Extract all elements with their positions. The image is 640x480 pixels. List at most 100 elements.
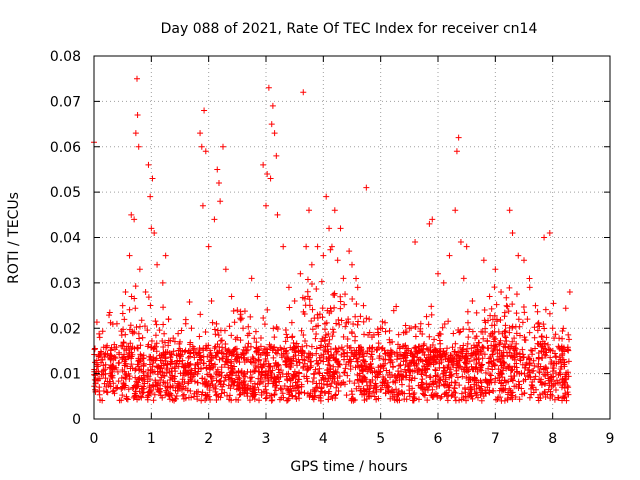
data-point: [265, 380, 272, 387]
data-point: [370, 331, 377, 338]
data-point: [283, 331, 290, 338]
data-point: [440, 347, 447, 354]
data-point: [427, 374, 434, 381]
data-point: [475, 351, 482, 358]
data-point: [560, 393, 567, 400]
data-point: [199, 375, 206, 382]
data-point: [484, 337, 491, 344]
data-point: [262, 383, 269, 390]
data-point: [294, 384, 301, 391]
data-point: [215, 332, 222, 339]
data-point: [337, 225, 344, 232]
data-point: [154, 261, 161, 268]
data-point: [478, 397, 485, 404]
data-point: [351, 380, 358, 387]
data-point: [346, 248, 353, 255]
data-point: [218, 369, 225, 376]
data-point: [282, 338, 289, 345]
data-point: [230, 379, 237, 386]
data-point: [177, 353, 184, 360]
data-point: [264, 170, 271, 177]
data-point: [472, 350, 479, 357]
data-point: [182, 316, 189, 323]
data-point: [432, 366, 439, 373]
data-point: [451, 348, 458, 355]
data-point: [108, 355, 115, 362]
data-point: [541, 365, 548, 372]
data-point: [237, 391, 244, 398]
data-point: [148, 225, 155, 232]
data-point: [151, 391, 158, 398]
data-point: [312, 387, 319, 394]
data-point: [198, 143, 205, 150]
data-point: [472, 335, 479, 342]
data-point: [255, 368, 262, 375]
data-point: [366, 316, 373, 323]
data-point: [552, 331, 559, 338]
data-point: [157, 385, 164, 392]
data-point: [297, 270, 304, 277]
data-point: [289, 357, 296, 364]
data-point: [428, 311, 435, 318]
data-point: [540, 371, 547, 378]
data-point: [253, 344, 260, 351]
data-point: [513, 360, 520, 367]
x-axis-label: GPS time / hours: [290, 459, 407, 475]
data-point: [515, 384, 522, 391]
data-point: [210, 363, 217, 370]
data-point: [464, 319, 471, 326]
data-point: [262, 395, 269, 402]
data-point: [262, 357, 269, 364]
data-point: [474, 368, 481, 375]
data-point: [283, 373, 290, 380]
data-point: [147, 193, 154, 200]
data-point: [348, 358, 355, 365]
data-point: [426, 220, 433, 227]
data-point: [272, 379, 279, 386]
data-point: [248, 374, 255, 381]
data-point: [151, 368, 158, 375]
data-point: [122, 371, 129, 378]
data-point: [152, 332, 159, 339]
data-point: [419, 346, 426, 353]
data-point: [432, 390, 439, 397]
data-point: [509, 301, 516, 308]
data-point: [107, 319, 114, 326]
data-point: [547, 376, 554, 383]
data-point: [518, 370, 525, 377]
data-point: [312, 335, 319, 342]
data-point: [309, 392, 316, 399]
data-point: [459, 373, 466, 380]
data-point: [410, 391, 417, 398]
data-point: [197, 311, 204, 318]
data-point: [287, 377, 294, 384]
data-point: [497, 337, 504, 344]
data-point: [187, 367, 194, 374]
data-point: [185, 354, 192, 361]
data-point: [194, 379, 201, 386]
data-point: [255, 375, 262, 382]
data-point: [211, 345, 218, 352]
data-point: [342, 323, 349, 330]
data-point: [144, 396, 151, 403]
data-point: [187, 388, 194, 395]
data-point: [135, 143, 142, 150]
data-point: [125, 386, 132, 393]
data-point: [303, 243, 310, 250]
x-tick-label: 0: [90, 431, 99, 447]
data-point: [260, 161, 267, 168]
data-point: [408, 348, 415, 355]
data-point: [354, 284, 361, 291]
data-point: [534, 340, 541, 347]
data-point: [309, 378, 316, 385]
data-point: [309, 326, 316, 333]
data-point: [325, 361, 332, 368]
data-point: [347, 366, 354, 373]
data-point: [118, 342, 125, 349]
data-point: [497, 316, 504, 323]
data-point: [442, 378, 449, 385]
data-point: [558, 384, 565, 391]
data-point: [541, 234, 548, 241]
data-point: [119, 392, 126, 399]
